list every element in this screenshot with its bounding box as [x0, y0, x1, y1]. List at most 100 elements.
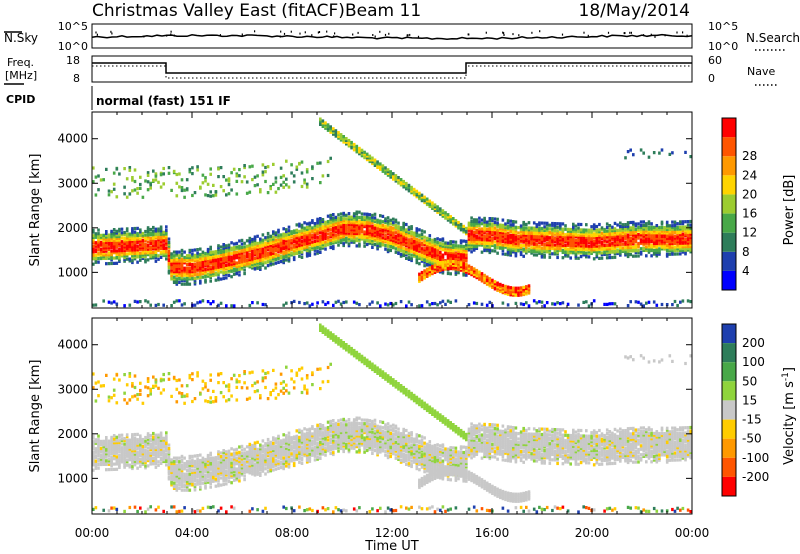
- power-ytick-label: 3000: [57, 176, 88, 190]
- nsearch-point: [417, 35, 420, 38]
- nsearch-point: [630, 31, 632, 34]
- velocity-ytick-label: 2000: [57, 427, 88, 441]
- nsearch-point: [686, 34, 688, 37]
- nsearch-point: [643, 34, 645, 37]
- x-tick-label: 08:00: [275, 526, 310, 540]
- nsearch-point: [485, 31, 487, 34]
- nsky-line: [91, 33, 693, 40]
- nsearch-point: [650, 33, 652, 36]
- nsearch-point: [561, 33, 564, 36]
- nsearch-point: [279, 35, 281, 38]
- nsearch-point: [623, 32, 625, 35]
- power-colorbar-tick: 28: [742, 149, 757, 163]
- x-axis: 00:00 04:00 08:00 12:00 16:00 20:00 00:00: [75, 526, 710, 540]
- nsearch-point: [531, 31, 533, 34]
- nsearch-point: [143, 35, 145, 38]
- power-colorbar: 4 8 12 16 20 24 28: [721, 117, 757, 291]
- x-tick-label: 20:00: [575, 526, 610, 540]
- nsearch-tick-top: 10^5: [708, 20, 738, 33]
- nsearch-point: [280, 30, 282, 33]
- nsearch-point: [290, 30, 292, 33]
- velocity-colorbar-tick: -100: [742, 451, 769, 465]
- x-axis-label: Time UT: [364, 539, 418, 554]
- nsearch-point: [111, 32, 113, 35]
- nsearch-point: [512, 33, 514, 36]
- velocity-ylabel: Slant Range [km]: [28, 360, 43, 473]
- velocity-ytick-label: 3000: [57, 382, 88, 396]
- nsearch-point: [96, 33, 98, 36]
- nsearch-point: [357, 31, 359, 34]
- nsearch-point: [388, 32, 390, 35]
- power-colorbar-tick: 4: [742, 264, 750, 278]
- nsearch-point: [352, 33, 354, 36]
- nsearch-point: [503, 34, 505, 36]
- nsearch-point: [629, 31, 631, 34]
- nsearch-point: [372, 34, 374, 36]
- x-tick-label: 00:00: [675, 526, 710, 540]
- date-label: 18/May/2014: [579, 1, 691, 21]
- power-colorbar-tick: 8: [742, 245, 750, 259]
- velocity-colorbar: 200 100 50 15 -15 -50 -100 -200: [721, 323, 769, 497]
- nsky-tick-bottom: 10^0: [58, 40, 88, 53]
- nsearch-point: [682, 31, 684, 34]
- noise-trace: [91, 30, 693, 40]
- nsearch-point: [502, 31, 504, 34]
- nsearch-point: [467, 33, 469, 36]
- nsearch-point: [407, 34, 409, 37]
- nsearch-point: [384, 33, 387, 36]
- nsearch-point: [379, 30, 381, 33]
- velocity-axis: 1000 2000 3000 4000: [57, 318, 693, 514]
- x-tick-label: 16:00: [475, 526, 510, 540]
- velocity-colorbar-tick: -50: [742, 432, 762, 446]
- nsearch-point: [654, 35, 656, 38]
- freq-line: [92, 62, 692, 74]
- noise-panel: N.Sky N.Search 10^5 10^0 10^5 10^0: [4, 20, 800, 53]
- nsearch-point: [170, 30, 172, 33]
- nsearch-point: [587, 34, 589, 37]
- power-cbar-label: Power [dB]: [782, 175, 797, 246]
- freq-label-1: Freq.: [7, 56, 34, 69]
- velocity-ytick-label: 4000: [57, 338, 88, 352]
- x-tick-label: 00:00: [75, 526, 110, 540]
- x-tick-label: 12:00: [375, 526, 410, 540]
- nsearch-point: [539, 30, 541, 33]
- nsearch-point: [241, 33, 243, 36]
- power-colorbar-tick: 12: [742, 226, 757, 240]
- figure-title: Christmas Valley East (fitACF): [92, 1, 345, 21]
- velocity-colorbar-tick: -15: [742, 413, 762, 427]
- nsearch-point: [374, 35, 376, 38]
- velocity-panel: 1000 2000 3000 4000 Slant Range [km] 200 100…: [28, 317, 797, 515]
- freq-panel: Freq. [MHz] 18 8 Nave 60 0: [4, 54, 778, 86]
- power-ylabel: Slant Range [km]: [28, 154, 43, 267]
- nsearch-point: [503, 32, 505, 35]
- nsearch-point: [219, 34, 221, 37]
- nsearch-point: [254, 30, 256, 33]
- freq-tick-top: 18: [66, 54, 80, 67]
- velocity-colorbar-tick: -200: [742, 470, 769, 484]
- nsearch-point: [304, 31, 306, 34]
- nsearch-point: [299, 32, 301, 35]
- nsearch-point: [583, 31, 585, 34]
- nsearch-point: [607, 31, 610, 34]
- nsky-tick-top: 10^5: [58, 20, 88, 33]
- x-tick-label: 04:00: [175, 526, 210, 540]
- nsearch-point: [326, 30, 328, 33]
- beam-label: Beam 11: [345, 1, 421, 21]
- velocity-colorbar-tick: 15: [742, 393, 757, 407]
- power-colorbar-tick: 20: [742, 187, 757, 201]
- nsky-label: N.Sky: [4, 31, 38, 45]
- nsearch-point: [664, 34, 666, 37]
- nsearch-point: [317, 31, 319, 34]
- nsearch-point: [110, 30, 112, 33]
- cpid-panel: CPID normal (fast) 151 IF: [6, 86, 231, 110]
- velocity-colorbar-tick: 100: [742, 355, 765, 369]
- nave-line: [92, 65, 692, 79]
- nsearch-tick-bottom: 10^0: [708, 40, 738, 53]
- freq-label-2: [MHz]: [5, 69, 37, 82]
- power-axis: 1000 2000 3000 4000: [57, 112, 693, 308]
- velocity-colorbar-tick: 200: [742, 336, 765, 350]
- nsearch-point: [318, 31, 321, 33]
- nsearch-point: [283, 32, 286, 35]
- nsearch-point: [170, 33, 172, 36]
- velocity-colorbar-tick: 50: [742, 374, 757, 388]
